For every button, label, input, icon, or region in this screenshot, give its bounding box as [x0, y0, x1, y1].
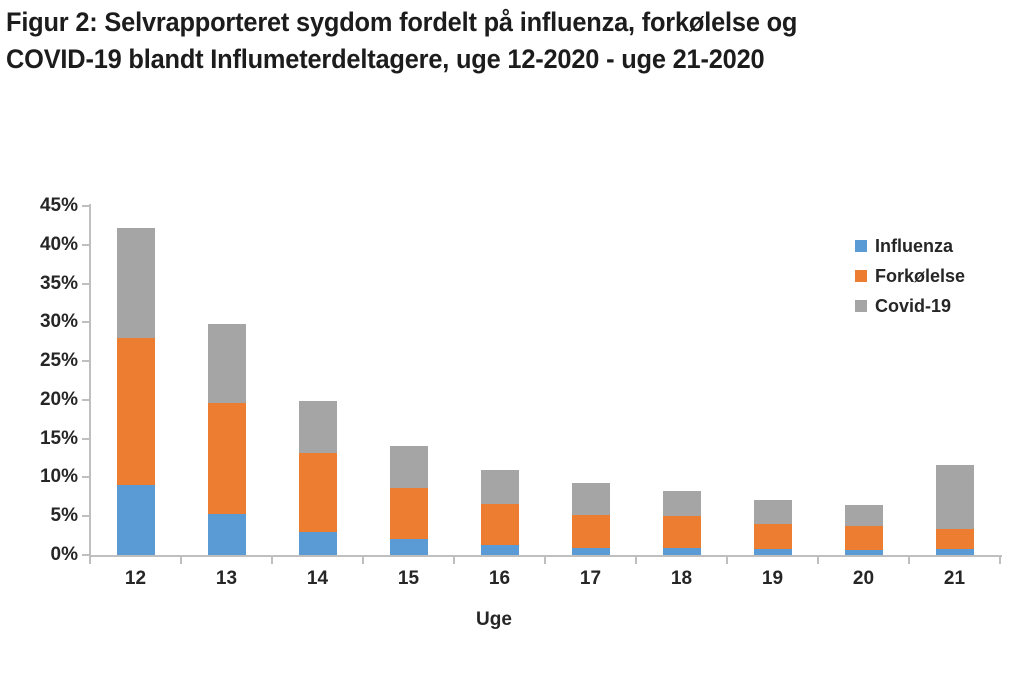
x-axis-category-label: 17: [579, 568, 602, 589]
y-axis-tick-label: 35%: [39, 272, 78, 294]
bar-segment-fork-lelse: [480, 503, 519, 545]
bar-segment-fork-lelse: [844, 526, 883, 550]
bar-segment-influenza: [935, 548, 974, 555]
bar-segment-fork-lelse: [571, 514, 610, 548]
legend-label: Forkølelse: [875, 265, 966, 286]
y-axis-tick: [82, 515, 90, 518]
bar-segment-covid-19: [753, 499, 792, 524]
bar-segment-fork-lelse: [389, 487, 428, 540]
bar-segment-fork-lelse: [662, 516, 701, 549]
bar-segment-influenza: [753, 548, 792, 555]
x-axis-category-label: 12: [124, 568, 147, 589]
bar-segment-covid-19: [389, 445, 428, 488]
x-axis-tick: [89, 555, 91, 564]
x-axis-tick: [908, 555, 910, 564]
bar-segment-fork-lelse: [298, 453, 337, 532]
x-axis-tick: [362, 555, 364, 564]
legend: Influenza Forkølelse Covid-19: [855, 235, 966, 327]
x-axis-category-label: 19: [761, 568, 784, 589]
bar-segment-covid-19: [116, 227, 155, 338]
y-axis-tick-label: 30%: [39, 311, 78, 333]
x-axis-category-label: 16: [488, 568, 511, 589]
x-axis-category-label: 13: [215, 568, 238, 589]
x-axis-tick: [817, 555, 819, 564]
bar-segment-covid-19: [207, 323, 246, 403]
bar-segment-covid-19: [844, 505, 883, 527]
bar-segment-influenza: [207, 513, 246, 555]
bar-segment-influenza: [844, 549, 883, 555]
figure-title-line2: COVID-19 blandt Influmeterdeltagere, uge…: [6, 44, 765, 74]
bar-segment-influenza: [571, 548, 610, 555]
bar-segment-covid-19: [571, 482, 610, 515]
y-axis-tick: [82, 282, 90, 285]
x-axis-tick: [453, 555, 455, 564]
bar-segment-covid-19: [935, 465, 974, 529]
x-axis-category-label: 15: [397, 568, 420, 589]
x-axis-tick: [544, 555, 546, 564]
x-axis-tick: [180, 555, 182, 564]
x-axis-tick: [271, 555, 273, 564]
y-axis-tick: [82, 554, 90, 556]
x-axis-title: Uge: [476, 609, 512, 630]
y-axis-tick-label: 40%: [39, 233, 78, 255]
legend-item: Forkølelse: [855, 265, 966, 286]
y-axis-tick: [82, 360, 90, 363]
bar-segment-influenza: [662, 548, 701, 555]
bar-segment-fork-lelse: [207, 402, 246, 514]
figure-title-line1: Figur 2: Selvrapporteret sygdom fordelt …: [6, 7, 798, 37]
x-axis-category-label: 21: [943, 568, 966, 589]
y-axis-tick-label: 20%: [39, 388, 78, 410]
y-axis-tick: [82, 476, 90, 479]
y-axis-tick-label: 25%: [39, 350, 78, 372]
bar-segment-covid-19: [662, 490, 701, 517]
legend-label: Influenza: [875, 235, 954, 256]
figure-title: Figur 2: Selvrapporteret sygdom fordelt …: [6, 4, 797, 78]
y-axis-tick: [82, 437, 90, 440]
legend-item: Influenza: [855, 235, 965, 256]
bar-segment-influenza: [389, 539, 428, 555]
legend-swatch-icon: [855, 270, 867, 282]
bar-segment-fork-lelse: [753, 523, 792, 549]
bar-segment-fork-lelse: [935, 528, 974, 549]
y-axis-tick-label: 10%: [39, 466, 78, 488]
y-axis-tick: [82, 205, 90, 207]
legend-swatch-icon: [855, 240, 867, 252]
legend-swatch-icon: [855, 300, 867, 312]
x-axis-category-label: 20: [852, 568, 875, 589]
bar-segment-covid-19: [298, 401, 337, 454]
legend-label: Covid-19: [875, 295, 952, 316]
x-axis-tick: [726, 555, 728, 564]
y-axis-tick: [82, 398, 90, 401]
y-axis-tick: [82, 321, 90, 324]
y-axis-line: [89, 204, 91, 557]
legend-item: Covid-19: [855, 295, 965, 316]
bar-segment-fork-lelse: [116, 337, 155, 486]
x-axis-tick: [635, 555, 637, 564]
x-axis-category-label: 18: [670, 568, 693, 589]
x-axis-category-label: 14: [306, 568, 329, 589]
y-axis-tick-label: 0%: [50, 544, 78, 565]
y-axis-tick-label: 5%: [50, 505, 78, 527]
bar-segment-influenza: [116, 485, 155, 555]
y-axis-tick-label: 15%: [39, 427, 78, 449]
y-axis-tick-label: 45%: [39, 195, 78, 216]
y-axis-tick: [82, 243, 90, 246]
bar-segment-influenza: [298, 531, 337, 555]
bar-segment-influenza: [480, 544, 519, 555]
bar-segment-covid-19: [480, 470, 519, 504]
x-axis-tick: [999, 555, 1001, 564]
